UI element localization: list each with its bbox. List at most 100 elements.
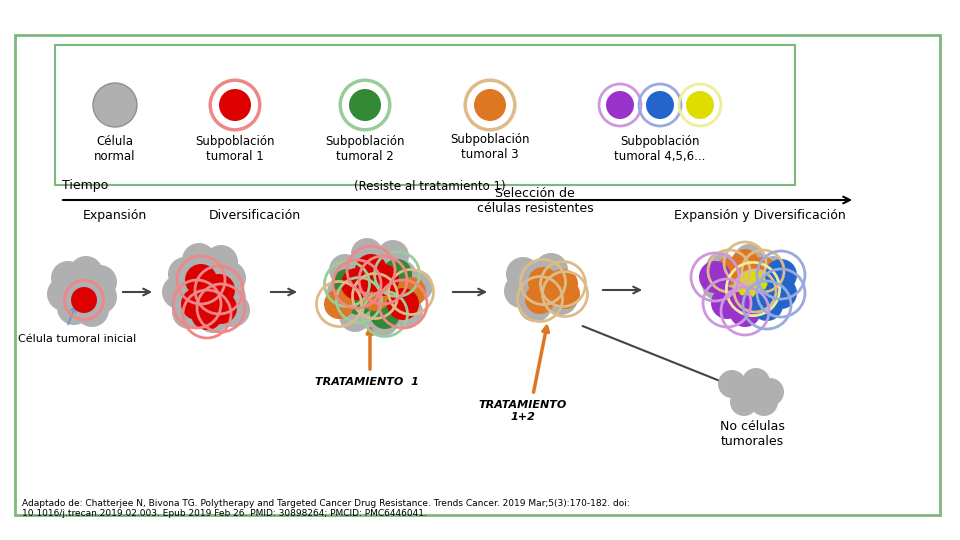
Circle shape: [396, 277, 426, 307]
Circle shape: [360, 281, 390, 311]
Circle shape: [750, 388, 778, 416]
Circle shape: [718, 370, 746, 398]
Circle shape: [382, 259, 412, 289]
Circle shape: [699, 261, 731, 293]
Circle shape: [385, 260, 417, 292]
Circle shape: [351, 238, 383, 270]
Circle shape: [181, 288, 213, 320]
Circle shape: [172, 295, 206, 329]
Circle shape: [367, 304, 399, 336]
Circle shape: [534, 253, 568, 287]
Circle shape: [686, 91, 714, 119]
Circle shape: [758, 256, 788, 286]
Circle shape: [219, 89, 251, 121]
Circle shape: [212, 281, 246, 315]
Circle shape: [377, 240, 409, 272]
Circle shape: [606, 91, 634, 119]
Circle shape: [702, 270, 732, 300]
Circle shape: [734, 270, 772, 308]
Circle shape: [765, 277, 797, 309]
Circle shape: [69, 256, 103, 290]
Circle shape: [51, 261, 85, 295]
Circle shape: [504, 274, 538, 308]
Circle shape: [57, 291, 91, 325]
Circle shape: [518, 288, 552, 322]
Circle shape: [758, 276, 788, 306]
Text: Subpoblación
tumoral 1: Subpoblación tumoral 1: [195, 135, 275, 163]
Circle shape: [182, 243, 216, 277]
Text: Subpoblación
tumoral 2: Subpoblación tumoral 2: [325, 135, 405, 163]
Circle shape: [749, 257, 777, 285]
Circle shape: [731, 249, 759, 277]
Circle shape: [730, 388, 758, 416]
Text: Subpoblación
tumoral 4,5,6...: Subpoblación tumoral 4,5,6...: [614, 135, 706, 163]
Circle shape: [188, 271, 222, 305]
Text: (Resiste al tratamiento 1): (Resiste al tratamiento 1): [354, 180, 506, 193]
Circle shape: [75, 293, 109, 327]
Circle shape: [203, 274, 235, 306]
Circle shape: [370, 299, 400, 329]
Text: Tiempo: Tiempo: [62, 179, 108, 192]
Circle shape: [741, 277, 769, 305]
Circle shape: [190, 251, 224, 285]
Circle shape: [367, 264, 399, 296]
Bar: [55, 45, 795, 185]
Text: Adaptado de: Chatterjee N, Bivona TG. Polytherapy and Targeted Cancer Drug Resis: Adaptado de: Chatterjee N, Bivona TG. Po…: [22, 498, 630, 518]
Circle shape: [548, 269, 578, 299]
Text: TRATAMIENTO
1+2: TRATAMIENTO 1+2: [479, 400, 567, 422]
Circle shape: [344, 285, 374, 315]
Circle shape: [324, 289, 354, 319]
Text: Selección de
células resistentes: Selección de células resistentes: [477, 187, 593, 215]
Text: Expansión: Expansión: [83, 209, 147, 222]
Circle shape: [387, 288, 419, 320]
Text: Diversificación: Diversificación: [209, 209, 301, 222]
Circle shape: [47, 277, 81, 311]
Circle shape: [729, 295, 761, 327]
Circle shape: [525, 284, 555, 314]
Circle shape: [550, 279, 580, 309]
Circle shape: [765, 259, 797, 291]
Circle shape: [205, 292, 237, 324]
Circle shape: [706, 252, 736, 282]
Circle shape: [168, 257, 202, 291]
Circle shape: [474, 89, 506, 121]
Circle shape: [83, 265, 117, 299]
Circle shape: [67, 271, 101, 305]
Circle shape: [327, 276, 359, 308]
Circle shape: [391, 296, 423, 328]
Circle shape: [93, 83, 137, 127]
Circle shape: [355, 254, 387, 286]
Text: Célula tumoral inicial: Célula tumoral inicial: [18, 334, 136, 344]
Circle shape: [734, 244, 764, 274]
Circle shape: [359, 246, 391, 278]
Circle shape: [349, 89, 381, 121]
Circle shape: [387, 284, 419, 316]
Circle shape: [191, 298, 223, 330]
Text: Célula
normal: Célula normal: [94, 135, 135, 163]
Text: No células
tumorales: No células tumorales: [720, 420, 784, 448]
Circle shape: [756, 378, 784, 406]
Circle shape: [506, 257, 540, 291]
Text: Subpoblación
tumoral 3: Subpoblación tumoral 3: [450, 133, 530, 161]
Circle shape: [730, 266, 760, 296]
Circle shape: [341, 268, 373, 300]
Circle shape: [212, 261, 246, 295]
Circle shape: [185, 264, 217, 296]
Circle shape: [196, 299, 230, 333]
Circle shape: [359, 272, 391, 304]
Circle shape: [544, 281, 578, 315]
Circle shape: [332, 269, 362, 299]
Circle shape: [528, 267, 558, 297]
Circle shape: [71, 287, 97, 313]
Circle shape: [715, 257, 743, 285]
Circle shape: [204, 245, 238, 279]
Circle shape: [216, 293, 250, 327]
Circle shape: [646, 91, 674, 119]
Circle shape: [742, 368, 770, 396]
Circle shape: [83, 280, 117, 314]
Circle shape: [339, 300, 371, 332]
Circle shape: [401, 270, 433, 302]
Bar: [15, 35, 940, 515]
Circle shape: [162, 275, 196, 309]
Text: Expansión y Diversificación: Expansión y Diversificación: [674, 209, 846, 222]
